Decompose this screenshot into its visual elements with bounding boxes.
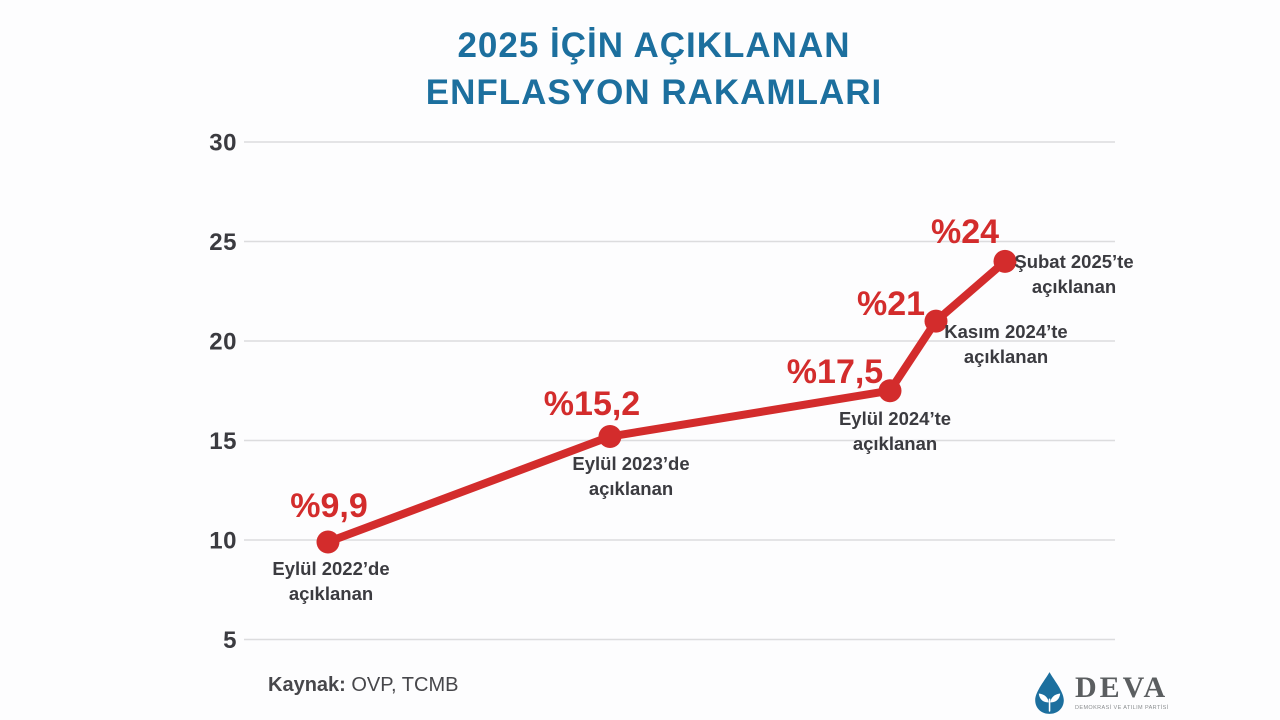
data-point-marker: [316, 530, 340, 554]
source-label: Kaynak:: [268, 674, 346, 696]
date-label: Şubat 2025’te açıklanan: [1014, 251, 1133, 297]
title-line-1: 2025 İÇİN AÇIKLANAN: [457, 26, 851, 65]
source-note: Kaynak: OVP, TCMB: [268, 674, 458, 697]
page-title: 2025 İÇİN AÇIKLANAN ENFLASYON RAKAMLARI: [14, 22, 1280, 116]
date-label: Eylül 2024’te açıklanan: [839, 408, 951, 454]
data-point-marker: [878, 379, 902, 403]
date-label-line: Kasım 2024’te: [944, 321, 1067, 342]
water-drop-icon: [1035, 672, 1064, 714]
data-point-marker: [924, 309, 948, 333]
date-label: Eylül 2022’de açıklanan: [272, 558, 389, 604]
logo-subtitle: DEMOKRASİ VE ATILIM PARTİSİ: [1075, 705, 1169, 711]
value-label: %9,9: [290, 487, 368, 525]
date-label-line: açıklanan: [589, 478, 673, 499]
title-line-2: ENFLASYON RAKAMLARI: [425, 73, 883, 112]
y-axis-label: 10: [209, 528, 237, 555]
logo-wordmark: DEVA: [1075, 671, 1169, 704]
date-label-line: açıklanan: [853, 433, 937, 454]
date-label-line: Şubat 2025’te: [1014, 251, 1133, 272]
y-axis-label: 15: [209, 428, 237, 455]
date-label: Kasım 2024’te açıklanan: [944, 321, 1067, 367]
value-label: %15,2: [544, 385, 640, 423]
date-label-line: açıklanan: [1032, 276, 1116, 297]
date-label-line: Eylül 2023’de: [572, 453, 689, 474]
deva-logo: DEVA DEMOKRASİ VE ATILIM PARTİSİ: [1033, 670, 1169, 716]
data-point-marker: [993, 249, 1017, 273]
date-label-line: Eylül 2024’te: [839, 408, 951, 429]
data-point-marker: [598, 425, 622, 449]
value-label: %24: [931, 213, 999, 251]
y-axis-label: 5: [223, 627, 237, 654]
value-label: %21: [857, 285, 925, 323]
y-axis-label: 30: [209, 130, 237, 157]
date-label: Eylül 2023’de açıklanan: [572, 453, 689, 499]
y-axis-label: 20: [209, 329, 237, 356]
value-label: %17,5: [787, 353, 883, 391]
y-axis-label: 25: [209, 229, 237, 256]
source-value: OVP, TCMB: [345, 674, 459, 696]
date-label-line: Eylül 2022’de: [272, 558, 389, 579]
date-label-line: açıklanan: [964, 346, 1048, 367]
date-label-line: açıklanan: [289, 583, 373, 604]
